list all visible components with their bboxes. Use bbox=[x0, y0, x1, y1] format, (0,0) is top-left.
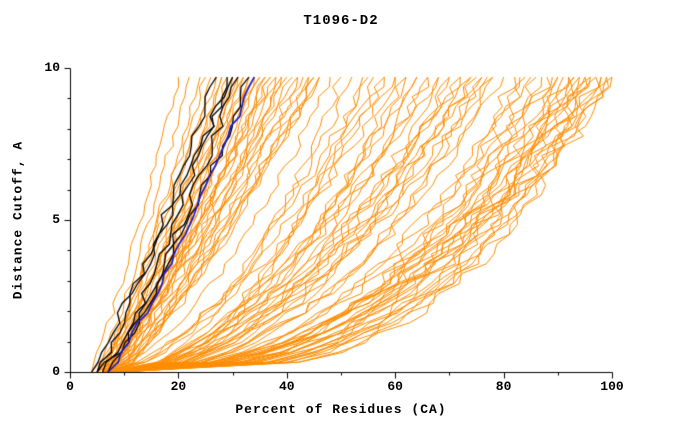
y-tick-label: 0 bbox=[52, 364, 60, 379]
x-tick-label: 80 bbox=[495, 379, 512, 394]
x-tick-label: 20 bbox=[170, 379, 187, 394]
y-tick-label: 5 bbox=[52, 212, 60, 227]
y-tick-label: 10 bbox=[44, 60, 60, 75]
x-tick-label: 0 bbox=[66, 379, 74, 394]
y-axis-label: Distance Cutoff, A bbox=[10, 140, 26, 300]
x-tick-label: 100 bbox=[600, 379, 624, 394]
x-tick-label: 60 bbox=[387, 379, 403, 394]
x-tick-label: 40 bbox=[278, 379, 295, 394]
x-axis-label: Percent of Residues (CA) bbox=[235, 402, 447, 417]
chart-title: T1096-D2 bbox=[303, 13, 379, 29]
